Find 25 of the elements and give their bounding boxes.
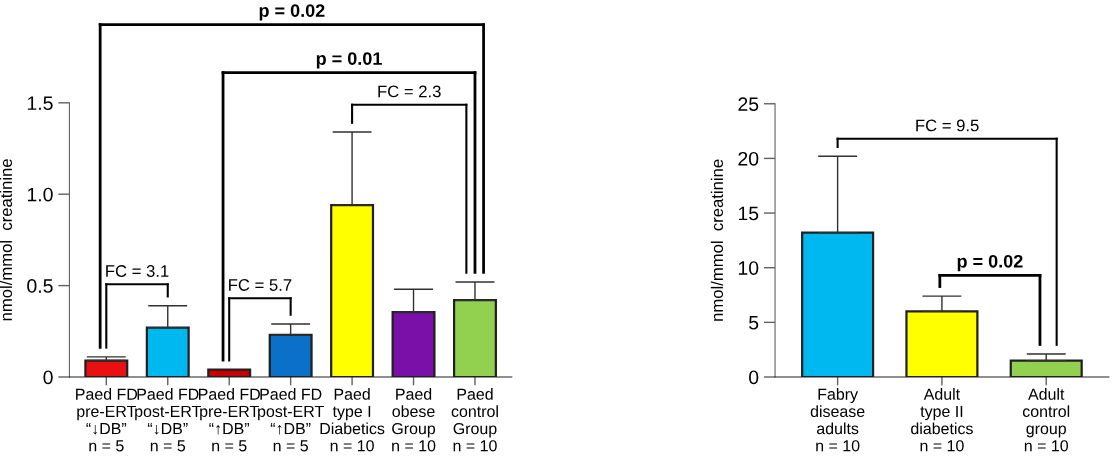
y-tick-label: 20 [738,151,759,166]
y-tick-label: 1.5 [27,96,53,111]
y-tick-label: 0 [749,370,759,385]
x-tick-label: Adult type II diabetics n = 10 [911,388,973,452]
y-tick-label: 0 [43,370,53,385]
y-tick-label: 10 [738,261,759,275]
x-tick-label: Paed FD pre-ERT “↑DB” n = 5 [198,388,260,452]
annotation: p = 0.02 [957,254,1023,272]
y-tick-label: 1.0 [27,187,53,202]
y-tick-label: 5 [749,316,759,330]
text: FC = 2.3 [378,85,441,98]
annotation: FC = 5.7 [229,279,292,291]
x-tick-label: Paed obese Group n = 10 [392,388,436,452]
x-tick-label: Paed control Group n = 10 [451,388,498,452]
y-tick-label: 15 [738,206,759,221]
y-axis-title: nmol/mmol creatinine [0,159,13,321]
y-axis-title: nmol/mmol creatinine [710,159,724,321]
y-tick-label: 0.5 [27,279,53,293]
text: p = 0.02 [259,4,325,21]
annotation: FC = 9.5 [916,119,979,132]
y-tick-label: 25 [738,97,759,111]
text: p = 0.01 [316,52,382,69]
x-tick-label: Fabry disease adults n = 10 [810,388,865,452]
annotation: FC = 3.1 [106,265,169,277]
x-tick-label: Adult control group n = 10 [1022,388,1070,452]
